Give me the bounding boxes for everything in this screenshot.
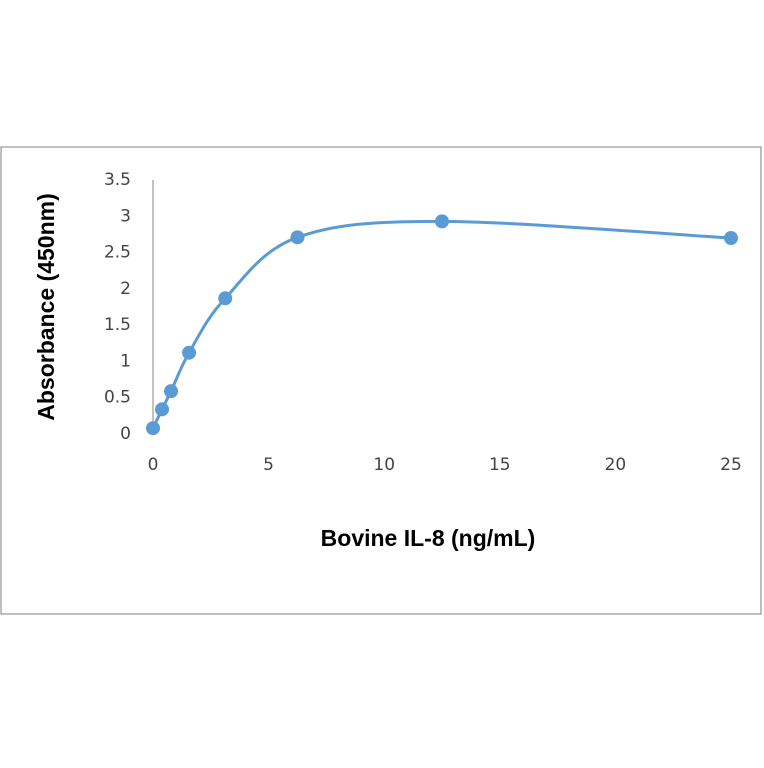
data-point bbox=[182, 345, 197, 360]
x-tick-label: 15 bbox=[489, 455, 511, 475]
y-tick-label: 3 bbox=[120, 206, 131, 226]
x-tick-label: 20 bbox=[605, 455, 627, 475]
y-tick-label: 0 bbox=[120, 424, 131, 444]
data-point bbox=[164, 384, 179, 399]
y-tick-label: 1.5 bbox=[104, 315, 131, 335]
data-point bbox=[155, 402, 170, 417]
y-tick-label: 0.5 bbox=[104, 388, 131, 408]
x-tick-label: 0 bbox=[148, 455, 159, 475]
y-tick-label: 1 bbox=[120, 351, 131, 371]
series-line bbox=[151, 219, 732, 429]
x-tick-label: 10 bbox=[373, 455, 395, 475]
data-point bbox=[218, 291, 233, 306]
data-point bbox=[724, 231, 738, 246]
y-tick-label: 3.5 bbox=[104, 170, 131, 190]
x-tick-label: 5 bbox=[263, 455, 274, 475]
x-tick-label: 25 bbox=[720, 455, 742, 475]
chart-frame bbox=[0, 146, 762, 615]
data-point bbox=[435, 214, 449, 229]
data-point bbox=[290, 230, 305, 245]
y-tick-label: 2.5 bbox=[104, 243, 131, 263]
y-tick-label: 2 bbox=[120, 279, 131, 299]
data-point bbox=[146, 421, 160, 436]
y-axis-title: Absorbance (450nm) bbox=[33, 193, 59, 421]
x-axis-title: Bovine IL-8 (ng/mL) bbox=[321, 525, 536, 551]
